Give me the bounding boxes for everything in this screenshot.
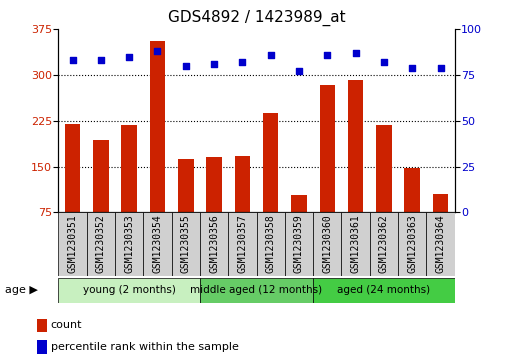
Bar — [37, 340, 47, 354]
Bar — [320, 85, 335, 212]
Text: GSM1230358: GSM1230358 — [266, 214, 276, 273]
Bar — [200, 278, 313, 303]
Text: GSM1230352: GSM1230352 — [96, 214, 106, 273]
Bar — [426, 212, 455, 276]
Bar — [433, 194, 448, 212]
Bar — [341, 212, 370, 276]
Bar — [65, 124, 80, 212]
Bar — [370, 212, 398, 276]
Point — [125, 54, 133, 60]
Bar — [200, 212, 228, 276]
Text: GSM1230364: GSM1230364 — [435, 214, 446, 273]
Bar — [257, 212, 285, 276]
Point — [408, 65, 416, 70]
Point — [380, 59, 388, 65]
Point — [153, 48, 162, 54]
Bar — [285, 212, 313, 276]
Bar — [37, 319, 47, 332]
Text: GSM1230363: GSM1230363 — [407, 214, 417, 273]
Bar — [150, 41, 165, 212]
Point — [267, 52, 275, 58]
Point — [210, 61, 218, 67]
Bar — [404, 168, 420, 212]
Text: middle aged (12 months): middle aged (12 months) — [190, 285, 323, 295]
Bar — [398, 212, 426, 276]
Bar — [121, 125, 137, 212]
Bar — [291, 195, 307, 212]
Bar — [143, 212, 172, 276]
Text: aged (24 months): aged (24 months) — [337, 285, 430, 295]
Text: GSM1230361: GSM1230361 — [351, 214, 361, 273]
Bar — [348, 80, 363, 212]
Bar — [206, 158, 222, 212]
Text: GSM1230354: GSM1230354 — [152, 214, 163, 273]
Text: GSM1230359: GSM1230359 — [294, 214, 304, 273]
Text: GSM1230356: GSM1230356 — [209, 214, 219, 273]
Title: GDS4892 / 1423989_at: GDS4892 / 1423989_at — [168, 10, 345, 26]
Bar — [228, 212, 257, 276]
Point — [436, 65, 444, 70]
Point — [97, 57, 105, 63]
Text: GSM1230351: GSM1230351 — [68, 214, 78, 273]
Bar — [87, 212, 115, 276]
Point — [182, 63, 190, 69]
Text: GSM1230360: GSM1230360 — [322, 214, 332, 273]
Text: young (2 months): young (2 months) — [83, 285, 176, 295]
Bar — [178, 159, 194, 212]
Bar — [313, 212, 341, 276]
Bar — [58, 278, 200, 303]
Bar — [93, 140, 109, 212]
Text: count: count — [51, 321, 82, 330]
Bar — [235, 155, 250, 212]
Bar — [172, 212, 200, 276]
Bar — [115, 212, 143, 276]
Text: GSM1230355: GSM1230355 — [181, 214, 191, 273]
Bar — [376, 125, 392, 212]
Point — [295, 68, 303, 74]
Bar — [58, 212, 87, 276]
Text: percentile rank within the sample: percentile rank within the sample — [51, 342, 239, 352]
Text: age ▶: age ▶ — [5, 285, 38, 295]
Point — [238, 59, 246, 65]
Bar — [263, 113, 278, 212]
Point — [69, 57, 77, 63]
Text: GSM1230362: GSM1230362 — [379, 214, 389, 273]
Bar — [313, 278, 455, 303]
Text: GSM1230353: GSM1230353 — [124, 214, 134, 273]
Text: GSM1230357: GSM1230357 — [237, 214, 247, 273]
Point — [352, 50, 360, 56]
Point — [323, 52, 331, 58]
